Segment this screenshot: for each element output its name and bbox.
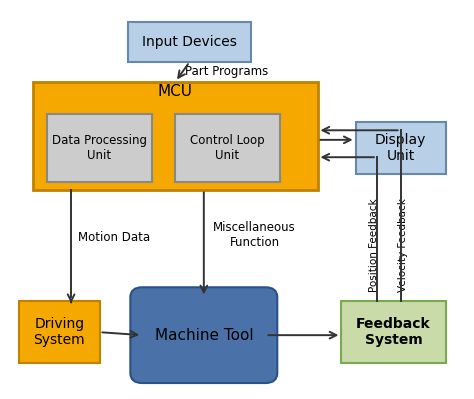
FancyBboxPatch shape bbox=[33, 82, 318, 190]
Text: Control Loop
Unit: Control Loop Unit bbox=[190, 134, 265, 162]
FancyBboxPatch shape bbox=[130, 287, 277, 383]
FancyBboxPatch shape bbox=[19, 301, 100, 363]
Text: Velocity Feedback: Velocity Feedback bbox=[398, 198, 408, 292]
Text: Motion Data: Motion Data bbox=[78, 231, 150, 244]
Text: Part Programs: Part Programs bbox=[185, 65, 268, 78]
Text: Position Feedback: Position Feedback bbox=[369, 199, 380, 292]
FancyBboxPatch shape bbox=[128, 22, 251, 62]
Text: Machine Tool: Machine Tool bbox=[155, 328, 253, 343]
Text: Input Devices: Input Devices bbox=[142, 35, 237, 49]
Text: MCU: MCU bbox=[158, 84, 193, 99]
FancyBboxPatch shape bbox=[175, 114, 280, 182]
FancyBboxPatch shape bbox=[341, 301, 446, 363]
Text: Display
Unit: Display Unit bbox=[375, 132, 426, 163]
Text: Feedback
System: Feedback System bbox=[356, 317, 431, 347]
Text: Data Processing
Unit: Data Processing Unit bbox=[52, 134, 147, 162]
FancyBboxPatch shape bbox=[47, 114, 152, 182]
Text: Miscellaneous
Function: Miscellaneous Function bbox=[213, 221, 296, 249]
Text: Driving
System: Driving System bbox=[34, 317, 85, 347]
FancyBboxPatch shape bbox=[356, 122, 446, 174]
